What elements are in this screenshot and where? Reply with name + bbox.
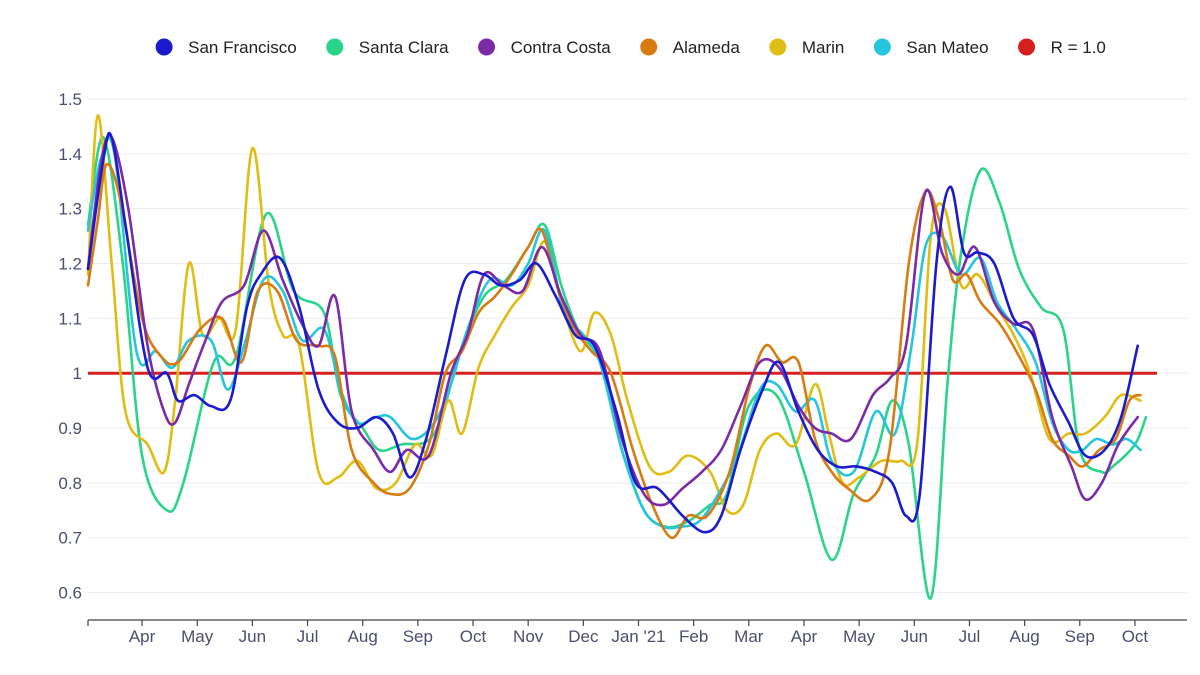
legend-label: Santa Clara [359,38,449,57]
legend-marker-marin [769,38,787,56]
legend-item-santa-clara[interactable]: Santa Clara [326,38,449,57]
x-tick-label: Aug [1009,627,1039,646]
x-tick-label: Jan '21 [611,627,665,646]
legend-label: San Francisco [188,38,297,57]
legend-label: San Mateo [906,38,988,57]
x-tick-label: Sep [1065,627,1095,646]
y-tick-label: 0.9 [58,419,82,438]
y-tick-label: 1.4 [58,145,82,164]
legend[interactable]: San Francisco Santa Clara Contra Costa Alam… [155,38,1106,57]
legend-label: Contra Costa [511,38,612,57]
legend-item-san-francisco[interactable]: San Francisco [155,38,297,57]
x-tick-label: Jul [297,627,319,646]
x-tick-label: Oct [1122,627,1149,646]
series-layer [86,114,1148,600]
y-tick-label: 0.8 [58,474,82,493]
series-line-contra-costa [86,134,1139,507]
legend-marker-san-francisco [155,38,173,56]
series-line-marin [86,114,1142,515]
legend-marker-santa-clara [326,38,344,56]
legend-item-contra-costa[interactable]: Contra Costa [478,38,611,57]
legend-label: Alameda [673,38,741,57]
x-tick-label: Jun [901,627,928,646]
x-tick-label: May [843,627,876,646]
x-tick-label: Jun [239,627,266,646]
y-tick-label: 1.3 [58,200,82,219]
legend-item-san-mateo[interactable]: San Mateo [873,38,989,57]
gridlines [88,98,1187,594]
x-tick-label: Nov [513,627,544,646]
y-tick-label: 0.6 [58,584,82,603]
x-tick-label: Apr [791,627,818,646]
x-tick-label: Oct [460,627,487,646]
x-tick-label: Sep [403,627,433,646]
series-line-san-francisco [86,131,1139,534]
x-tick-label: Feb [679,627,708,646]
x-tick-label: May [181,627,214,646]
y-tick-label: 1.1 [58,309,82,328]
x-tick-label: Dec [568,627,599,646]
legend-item-alameda[interactable]: Alameda [640,38,740,57]
x-tick-label: Apr [129,627,156,646]
legend-item-r-1-0[interactable]: R = 1.0 [1018,38,1106,57]
y-tick-label: 0.7 [58,529,82,548]
y-tick-label: 1 [73,364,82,383]
series-line-alameda [86,162,1142,539]
legend-marker-r-1-0 [1018,38,1036,56]
legend-marker-alameda [640,38,658,56]
axes: 0.6 0.7 0.8 0.9 1 1.1 1.2 1.3 1.4 1.5 Apr May Jun Jul… [58,90,1187,646]
y-tick-label: 1.5 [58,90,82,109]
x-tick-label: Jul [959,627,981,646]
x-tick-label: Mar [734,627,764,646]
x-tick-label: Aug [348,627,378,646]
legend-label: Marin [802,38,845,57]
y-tick-label: 1.2 [58,255,82,274]
legend-item-marin[interactable]: Marin [769,38,844,57]
legend-marker-san-mateo [873,38,891,56]
legend-label: R = 1.0 [1051,38,1106,57]
legend-marker-contra-costa [478,38,496,56]
